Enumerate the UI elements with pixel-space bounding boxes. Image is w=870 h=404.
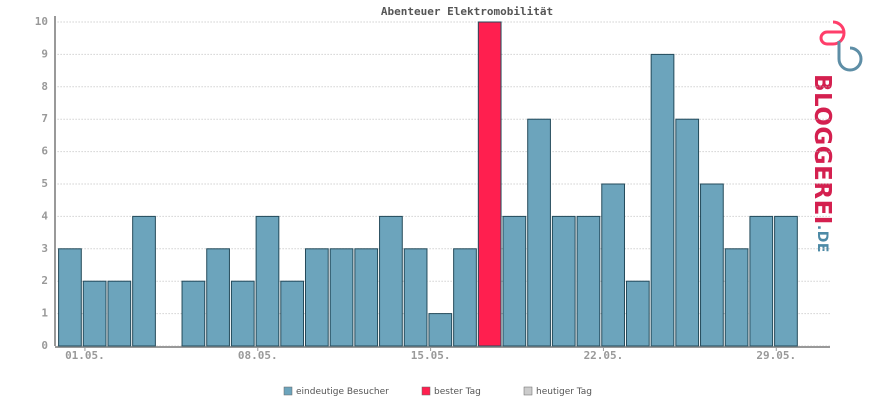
logo-text: BLOGGEREI.DE <box>810 74 836 253</box>
bar <box>576 215 601 347</box>
x-tick-label: 01.05. <box>65 349 105 362</box>
logo: BLOGGEREI.DE <box>810 20 863 253</box>
legend-swatch <box>523 386 533 396</box>
bar <box>428 313 453 347</box>
bar <box>230 280 255 347</box>
y-tick-label: 5 <box>41 177 48 190</box>
bar <box>453 248 477 347</box>
bar <box>82 280 107 347</box>
bar <box>132 215 156 347</box>
bar <box>403 248 428 347</box>
bar <box>58 248 82 347</box>
legend-label: heutiger Tag <box>536 387 592 397</box>
y-tick-label: 0 <box>41 339 48 352</box>
bar <box>724 248 749 347</box>
legend-swatch <box>283 386 293 396</box>
y-tick-label: 1 <box>41 307 48 320</box>
bar <box>502 215 527 347</box>
y-tick-label: 6 <box>41 145 48 158</box>
bar <box>477 21 502 347</box>
bar <box>181 280 206 347</box>
bar <box>650 53 675 347</box>
bar <box>255 215 280 347</box>
legend-label: bester Tag <box>434 387 481 397</box>
bar <box>329 248 354 347</box>
bar <box>700 183 724 347</box>
y-tick-label: 7 <box>41 112 48 125</box>
x-tick-label: 29.05. <box>756 349 796 362</box>
legend-label: eindeutige Besucher <box>296 387 389 397</box>
x-tick-label: 22.05. <box>584 349 624 362</box>
bar <box>304 248 329 347</box>
y-tick-label: 2 <box>41 274 48 287</box>
x-tick-label: 15.05. <box>411 349 451 362</box>
legend-swatch <box>421 386 431 396</box>
y-tick-label: 8 <box>41 80 48 93</box>
y-tick-label: 4 <box>41 209 48 222</box>
bar <box>551 215 576 347</box>
bar <box>379 215 403 347</box>
bar <box>601 183 625 347</box>
bar <box>675 118 700 347</box>
bar <box>107 280 132 347</box>
bar <box>749 215 774 347</box>
bar <box>354 248 379 347</box>
logo-tld: .DE <box>814 225 830 253</box>
y-tick-label: 3 <box>41 242 48 255</box>
x-tick-label: 08.05. <box>238 349 278 362</box>
bar <box>774 215 798 347</box>
bar <box>625 280 650 347</box>
y-tick-label: 9 <box>41 47 48 60</box>
chart-title: Abenteuer Elektromobilität <box>381 5 553 18</box>
logo-name: BLOGGEREI <box>810 74 836 225</box>
bar <box>527 118 551 347</box>
y-tick-label: 10 <box>35 15 48 28</box>
logo-icon <box>837 41 863 72</box>
bar <box>280 280 305 347</box>
logo-icon <box>819 20 846 46</box>
bar <box>206 248 230 347</box>
